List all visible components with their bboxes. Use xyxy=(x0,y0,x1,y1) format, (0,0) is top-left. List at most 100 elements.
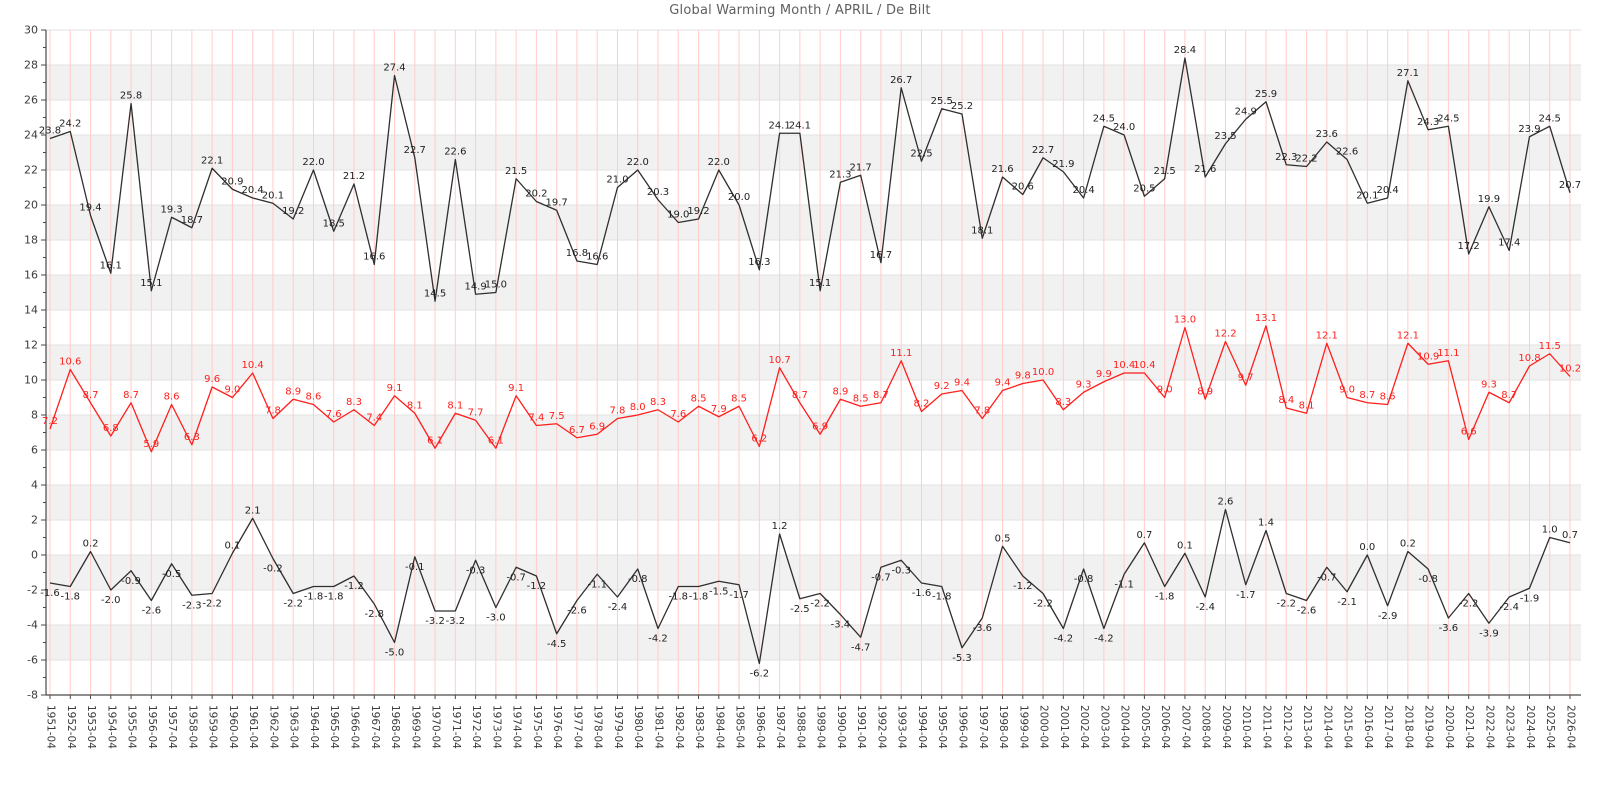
series-mean-temp-value-label: 11.1 xyxy=(890,348,912,359)
x-tick-label: 2026-04 xyxy=(1565,705,1577,749)
series-min-temp-value-label: -1.1 xyxy=(1114,579,1134,590)
series-min-temp-value-label: -4.2 xyxy=(648,634,668,645)
series-min-temp-value-label: -2.6 xyxy=(567,606,587,617)
series-max-temp-value-label: 24.0 xyxy=(1113,122,1135,133)
series-mean-temp-value-label: 7.4 xyxy=(366,413,382,424)
series-mean-temp-value-label: 8.7 xyxy=(1501,390,1517,401)
series-max-temp-value-label: 20.0 xyxy=(728,192,750,203)
x-tick-label: 1972-04 xyxy=(470,705,482,749)
series-min-temp-value-label: -1.7 xyxy=(729,590,749,601)
series-min-temp-value-label: 0.7 xyxy=(1562,530,1578,541)
series-mean-temp-value-label: 10.6 xyxy=(59,357,81,368)
x-tick-label: 1956-04 xyxy=(146,705,158,749)
x-tick-label: 1994-04 xyxy=(916,705,928,749)
series-min-temp-value-label: -1.8 xyxy=(324,592,344,603)
x-tick-label: 1988-04 xyxy=(794,705,806,749)
series-mean-temp-value-label: 5.9 xyxy=(143,439,159,450)
series-mean-temp-value-label: 12.1 xyxy=(1316,330,1338,341)
series-max-temp-line xyxy=(49,57,1571,302)
series-min-temp-value-label: -0.9 xyxy=(121,576,141,587)
x-tick-label: 1976-04 xyxy=(551,705,563,749)
series-max-temp-value-label: 22.0 xyxy=(708,157,730,168)
series-max-temp-value-label: 21.2 xyxy=(343,171,365,182)
series-mean-temp-value-label: 7.6 xyxy=(326,409,342,420)
x-tick-label: 1984-04 xyxy=(713,705,725,749)
series-max-temp-value-label: 22.3 xyxy=(1275,152,1297,163)
series-min-temp-value-label: 0.2 xyxy=(1400,539,1416,550)
series-min-temp-value-label: -4.2 xyxy=(1094,634,1114,645)
series-max-temp-value-label: 28.4 xyxy=(1174,45,1196,56)
x-tick-label: 1951-04 xyxy=(45,705,57,749)
x-tick-label: 2022-04 xyxy=(1483,705,1495,749)
series-min-temp-value-label: -2.9 xyxy=(1378,611,1398,622)
series-mean-temp-value-label: 6.7 xyxy=(569,425,585,436)
series-min-temp-value-label: -0.8 xyxy=(628,574,648,585)
series-min-temp-value-label: -2.1 xyxy=(1337,597,1357,608)
series-min-temp-value-label: -2.8 xyxy=(365,609,385,620)
series-mean-temp-value-label: 9.6 xyxy=(204,374,220,385)
y-tick-label: 22 xyxy=(24,164,38,177)
series-mean-temp-value-label: 8.9 xyxy=(285,386,301,397)
series-max-temp-value-label: 20.2 xyxy=(525,189,547,200)
x-tick-label: 2021-04 xyxy=(1463,705,1475,749)
series-min-temp-value-label: -3.2 xyxy=(446,616,466,627)
series-mean-temp-value-label: 10.0 xyxy=(1032,367,1054,378)
series-max-temp-value-label: 26.7 xyxy=(890,75,912,86)
x-tick-label: 1974-04 xyxy=(511,705,523,749)
y-tick-label: -8 xyxy=(27,689,38,702)
series-min-temp-value-label: -1.9 xyxy=(1520,593,1540,604)
series-max-temp-value-label: 15.1 xyxy=(809,278,831,289)
series-min-temp-value-label: -3.0 xyxy=(486,613,506,624)
series-max-temp-value-label: 25.2 xyxy=(951,101,973,112)
y-tick-label: 18 xyxy=(24,234,38,247)
x-tick-label: 1963-04 xyxy=(288,705,300,749)
series-max-temp-value-label: 23.5 xyxy=(1214,131,1236,142)
series-max-temp-value-label: 23.9 xyxy=(1518,124,1540,135)
y-tick-label: -2 xyxy=(27,584,38,597)
series-mean-temp-value-label: 9.0 xyxy=(1339,385,1355,396)
series-max-temp-value-label: 17.4 xyxy=(1498,238,1520,249)
series-max-temp-value-label: 21.3 xyxy=(829,169,851,180)
x-tick-label: 1967-04 xyxy=(369,705,381,749)
series-mean-temp-value-label: 8.6 xyxy=(1380,392,1396,403)
series-mean-temp-value-label: 9.2 xyxy=(934,381,950,392)
series-max-temp-value-label: 27.1 xyxy=(1397,68,1419,79)
series-min-temp-value-label: -0.7 xyxy=(1317,572,1337,583)
y-tick-label: 12 xyxy=(24,339,38,352)
series-min-temp-value-label: -2.6 xyxy=(142,606,162,617)
series-mean-temp-value-label: 8.3 xyxy=(346,397,362,408)
series-max-temp-value-label: 20.5 xyxy=(1133,183,1155,194)
series-mean-temp-value-label: 9.8 xyxy=(1015,371,1031,382)
series-mean-temp-value-label: 6.6 xyxy=(1461,427,1477,438)
y-tick-label: 4 xyxy=(31,479,38,492)
series-max-temp-value-label: 16.6 xyxy=(586,252,608,263)
series-min-temp-value-label: -1.8 xyxy=(61,592,81,603)
series-min-temp-value-label: -2.3 xyxy=(182,600,202,611)
series-max-temp-value-label: 19.7 xyxy=(546,197,568,208)
series-max-temp-value-label: 23.8 xyxy=(39,126,61,137)
series-min-temp-value-label: -0.5 xyxy=(162,569,182,580)
series-mean-temp-value-label: 11.5 xyxy=(1539,341,1561,352)
series-min-temp-value-label: -2.4 xyxy=(1499,602,1519,613)
series-max-temp-value-label: 21.5 xyxy=(1154,166,1176,177)
series-min-temp-value-label: -1.8 xyxy=(689,592,709,603)
series-max-temp-value-label: 20.7 xyxy=(1559,180,1581,191)
series-mean-temp-value-label: 11.1 xyxy=(1437,348,1459,359)
y-tick-label: 2 xyxy=(31,514,38,527)
series-max-temp-value-label: 23.6 xyxy=(1316,129,1338,140)
x-tick-label: 1957-04 xyxy=(166,705,178,749)
series-mean-temp-value-label: 7.6 xyxy=(670,409,686,420)
series-min-temp-value-label: -1.8 xyxy=(932,592,952,603)
series-mean-temp-value-label: 8.6 xyxy=(306,392,322,403)
x-tick-label: 2020-04 xyxy=(1443,705,1455,749)
series-min-temp-value-label: -1.2 xyxy=(1013,581,1033,592)
series-min-temp-value-label: -1.6 xyxy=(40,588,60,599)
series-min-temp-value-label: -0.8 xyxy=(1418,574,1438,585)
series-min-temp-value-label: -0.7 xyxy=(506,572,526,583)
y-tick-label: 14 xyxy=(24,304,38,317)
series-mean-temp-value-label: 8.0 xyxy=(630,402,646,413)
series-max-temp-value-label: 24.3 xyxy=(1417,117,1439,128)
